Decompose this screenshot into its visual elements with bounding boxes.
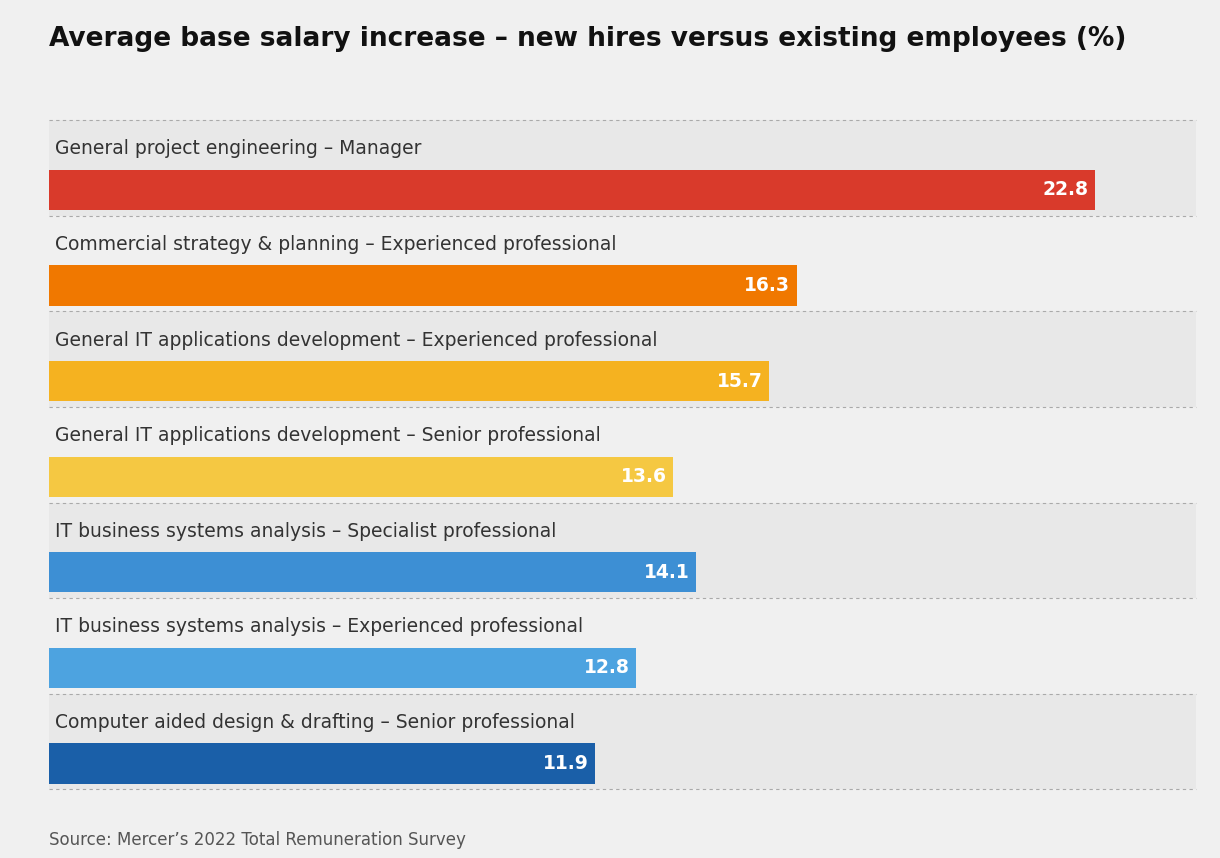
Text: 14.1: 14.1 [644, 563, 689, 582]
Text: Source: Mercer’s 2022 Total Remuneration Survey: Source: Mercer’s 2022 Total Remuneration… [49, 831, 466, 849]
Text: 12.8: 12.8 [584, 658, 630, 678]
Text: General IT applications development – Senior professional: General IT applications development – Se… [55, 426, 600, 445]
Text: Computer aided design & drafting – Senior professional: Computer aided design & drafting – Senio… [55, 713, 575, 732]
Text: 11.9: 11.9 [543, 754, 588, 773]
Text: IT business systems analysis – Experienced professional: IT business systems analysis – Experienc… [55, 617, 583, 637]
Text: Average base salary increase – new hires versus existing employees (%): Average base salary increase – new hires… [49, 26, 1126, 51]
Text: IT business systems analysis – Specialist professional: IT business systems analysis – Specialis… [55, 522, 556, 541]
Text: General project engineering – Manager: General project engineering – Manager [55, 139, 421, 159]
Text: 22.8: 22.8 [1043, 180, 1088, 199]
Text: Commercial strategy & planning – Experienced professional: Commercial strategy & planning – Experie… [55, 235, 616, 254]
Text: 13.6: 13.6 [621, 468, 666, 486]
Text: 15.7: 15.7 [717, 372, 762, 390]
Text: General IT applications development – Experienced professional: General IT applications development – Ex… [55, 330, 658, 349]
Text: 16.3: 16.3 [744, 276, 791, 295]
